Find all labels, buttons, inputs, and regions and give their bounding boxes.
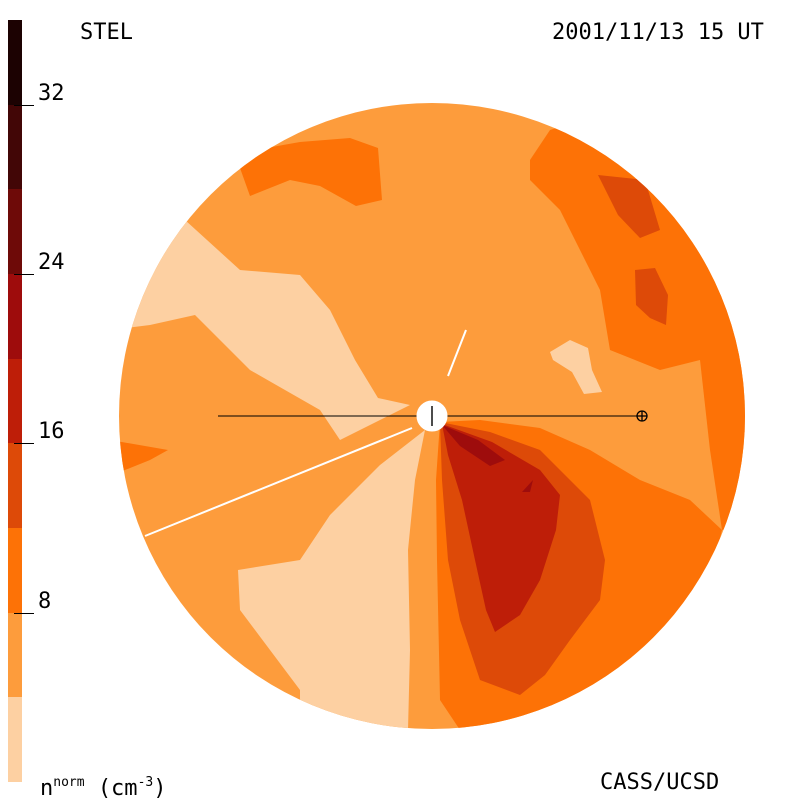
orange-region-top-left xyxy=(240,138,382,206)
colorbar-tick xyxy=(14,612,34,614)
colorbar-segment xyxy=(8,358,22,444)
unit-open: (cm xyxy=(97,776,138,801)
light-spot-right xyxy=(550,340,602,394)
dark-red-sliver-upper xyxy=(442,425,505,466)
sweep-gap-lower-left xyxy=(144,427,413,537)
unit-superscript: -3 xyxy=(137,775,154,790)
colorbar-segment xyxy=(8,274,22,359)
red-region xyxy=(442,424,560,632)
colorbar-unit-label: nnorm (cm-3) xyxy=(40,772,166,800)
colorbar-tick-label: 24 xyxy=(38,250,65,275)
colorbar-segment xyxy=(8,528,22,613)
colorbar-tick-label: 8 xyxy=(38,588,52,614)
dark-orange-patch-upper xyxy=(598,175,660,238)
unit-close: ) xyxy=(153,776,167,801)
timestamp-label: 2001/11/13 15 UT xyxy=(552,20,764,45)
quantity-superscript: norm xyxy=(53,775,85,790)
earth-icon xyxy=(636,410,648,422)
colorbar-segment xyxy=(8,443,22,528)
colorbar-segment xyxy=(8,104,22,190)
colorbar-tick xyxy=(14,274,34,275)
orange-region-left-edge xyxy=(119,440,168,472)
colorbar-tick-label: 16 xyxy=(38,419,65,445)
colorbar-tick xyxy=(14,443,34,445)
colorbar-segment xyxy=(8,20,22,105)
colorbar-segment xyxy=(8,612,22,698)
colorbar-segment xyxy=(8,189,22,274)
sweep-gap-upper-right xyxy=(447,329,467,377)
credit-label: CASS/UCSD xyxy=(600,770,720,795)
colorbar: 8 16 24 32 xyxy=(8,20,65,782)
dark-orange-patch-lower xyxy=(635,268,668,325)
colorbar-segment xyxy=(8,697,22,782)
light-region-bottom xyxy=(238,430,425,729)
colorbar-tick-label: 32 xyxy=(38,80,65,106)
dark-red-sliver-lower xyxy=(522,480,533,492)
light-region-left xyxy=(119,200,410,440)
observatory-label: STEL xyxy=(80,20,133,45)
quantity-symbol: n xyxy=(40,776,54,801)
colorbar-tick xyxy=(14,104,34,106)
